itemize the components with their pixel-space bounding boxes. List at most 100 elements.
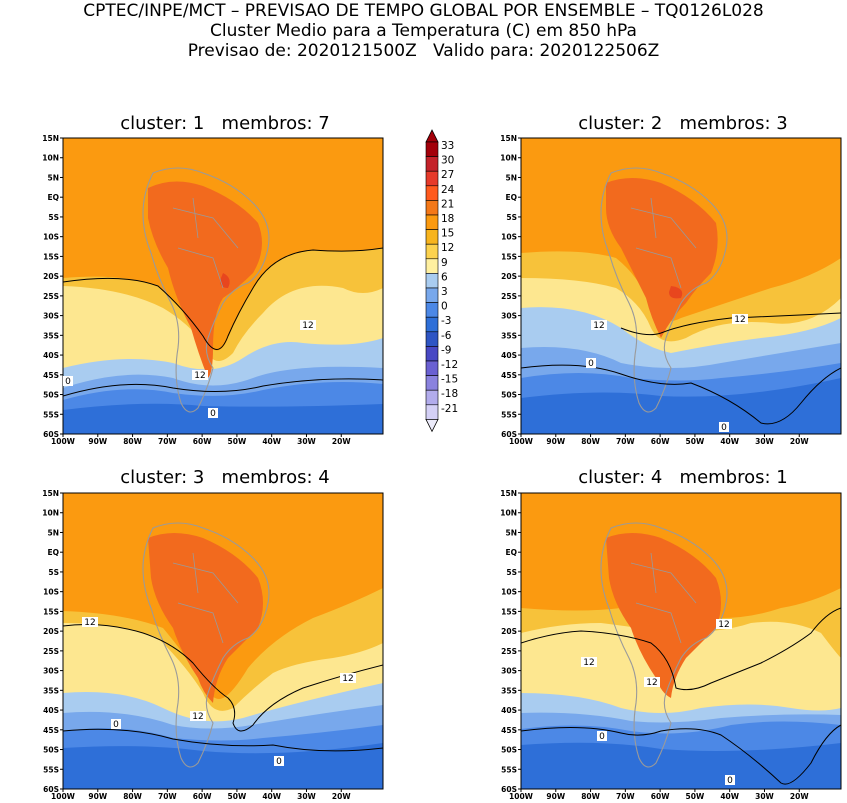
longitude-tick-label: 60W [193,437,212,446]
coastline [142,167,270,413]
latitude-tick-label: 5N [506,528,518,537]
isotherm-contour [63,624,383,732]
map-frame [520,137,842,435]
latitude-tick-label: 60S [501,430,517,439]
coastline [600,522,728,768]
isotherm-contour [521,607,841,691]
longitude-tick-label: 90W [88,437,107,446]
contour-label: 0 [727,776,733,786]
contour-label: 12 [302,321,313,331]
longitude-tick-label: 60W [193,792,212,801]
map-panel-2: 12 12 0 0 15N 10N 5N EQ 5S 10S 15S 20S 25S 30S 35S 40S 4… [500,134,842,446]
colorbar-label: 12 [441,242,454,254]
colorbar-swatch [425,404,439,420]
longitude-tick-label: 100W [51,437,76,446]
longitude-tick-label: 50W [228,437,247,446]
colorbar-swatch [425,200,439,216]
latitude-tick-label: 15S [43,607,59,616]
contour-label: 0 [721,423,727,433]
colorbar-label: 6 [441,271,448,283]
latitude-tick-label: EQ [48,193,60,202]
colorbar-label: -6 [441,330,452,342]
colorbar-label: 21 [441,198,454,210]
latitude-tick-label: 5S [48,568,59,577]
isotherm-contour [521,364,841,425]
colorbar-arrow-top [425,129,439,143]
contour-label: 0 [276,757,282,767]
colorbar-arrow-bottom [425,419,439,433]
latitude-tick-label: 10N [42,509,59,518]
temperature-band [63,743,383,789]
colorbar-swatch [425,185,439,201]
longitude-tick-label: 40W [720,437,739,446]
contour-label: 0 [588,359,594,369]
country-borders [630,552,697,644]
temperature-band [606,178,718,338]
contour-label: 12 [593,321,604,331]
coastline [600,167,728,413]
temperature-band [148,181,262,378]
contour-label: 12 [646,678,657,688]
longitude-tick-label: 100W [509,437,534,446]
country-borders [172,552,239,644]
figure-title-line-3: Previsao de: 2020121500Z Valido para: 20… [187,41,660,61]
latitude-tick-label: 15N [42,134,59,143]
latitude-tick-label: 60S [43,785,59,794]
latitude-tick-label: 55S [43,410,59,419]
colorbar-swatch [425,346,439,362]
latitude-tick-label: 10S [43,588,59,597]
colorbar-label: 30 [441,155,454,167]
longitude-tick-label: 20W [790,792,809,801]
map-frame [520,492,842,790]
latitude-tick-label: 15S [43,252,59,261]
colorbar-swatch [425,214,439,230]
isotherm-contour [63,247,383,350]
latitude-tick-label: 30S [43,312,59,321]
latitude-tick-label: 45S [501,371,517,380]
colorbar-swatch [425,331,439,347]
contour-label: 12 [583,658,594,668]
latitude-tick-label: 55S [501,410,517,419]
longitude-tick-label: 30W [297,437,316,446]
map-frame [62,492,384,790]
latitude-tick-label: 50S [43,746,59,755]
contour-label: 12 [734,315,745,325]
colorbar-label: -12 [441,359,458,371]
temperature-band [148,533,263,703]
latitude-tick-label: EQ [506,548,518,557]
colorbar-label: -21 [441,403,458,415]
contour-label: 12 [718,620,729,630]
longitude-tick-label: 70W [616,437,635,446]
latitude-tick-label: 15S [501,252,517,261]
latitude-tick-label: 10N [500,154,517,163]
longitude-tick-label: 70W [616,792,635,801]
coastline [142,522,270,768]
latitude-tick-label: 5S [506,213,517,222]
colorbar-label: -18 [441,388,458,400]
longitude-tick-label: 90W [546,437,565,446]
latitude-tick-label: 5S [506,568,517,577]
figure-title-line-2: Cluster Medio para a Temperatura (C) em … [210,21,637,41]
latitude-tick-label: 5S [48,213,59,222]
panel-1-title: cluster: 1 membros: 7 [120,113,330,134]
latitude-tick-label: 10N [500,509,517,518]
temperature-band [606,533,721,698]
longitude-tick-label: 20W [332,437,351,446]
longitude-tick-label: 100W [51,792,76,801]
colorbar-label: 0 [441,301,448,313]
longitude-tick-label: 40W [720,792,739,801]
latitude-tick-label: 60S [501,785,517,794]
isotherm-contour [63,728,383,752]
latitude-tick-label: 30S [43,667,59,676]
colorbar-label: 15 [441,228,454,240]
contour-label: 12 [84,618,95,628]
contour-label: 0 [210,409,216,419]
figure-title-line-1: CPTEC/INPE/MCT – PREVISAO DE TEMPO GLOBA… [83,1,764,21]
longitude-tick-label: 100W [509,792,534,801]
panel-3-title: cluster: 3 membros: 4 [120,467,330,488]
map-panel-4: 12 12 12 0 0 15N 10N 5N EQ 5S 10S 15S 20S 25S 30S 35S 40… [500,489,842,801]
country-borders [630,197,697,289]
latitude-tick-label: 20S [501,627,517,636]
longitude-tick-label: 80W [581,792,600,801]
map-frame [62,137,384,435]
